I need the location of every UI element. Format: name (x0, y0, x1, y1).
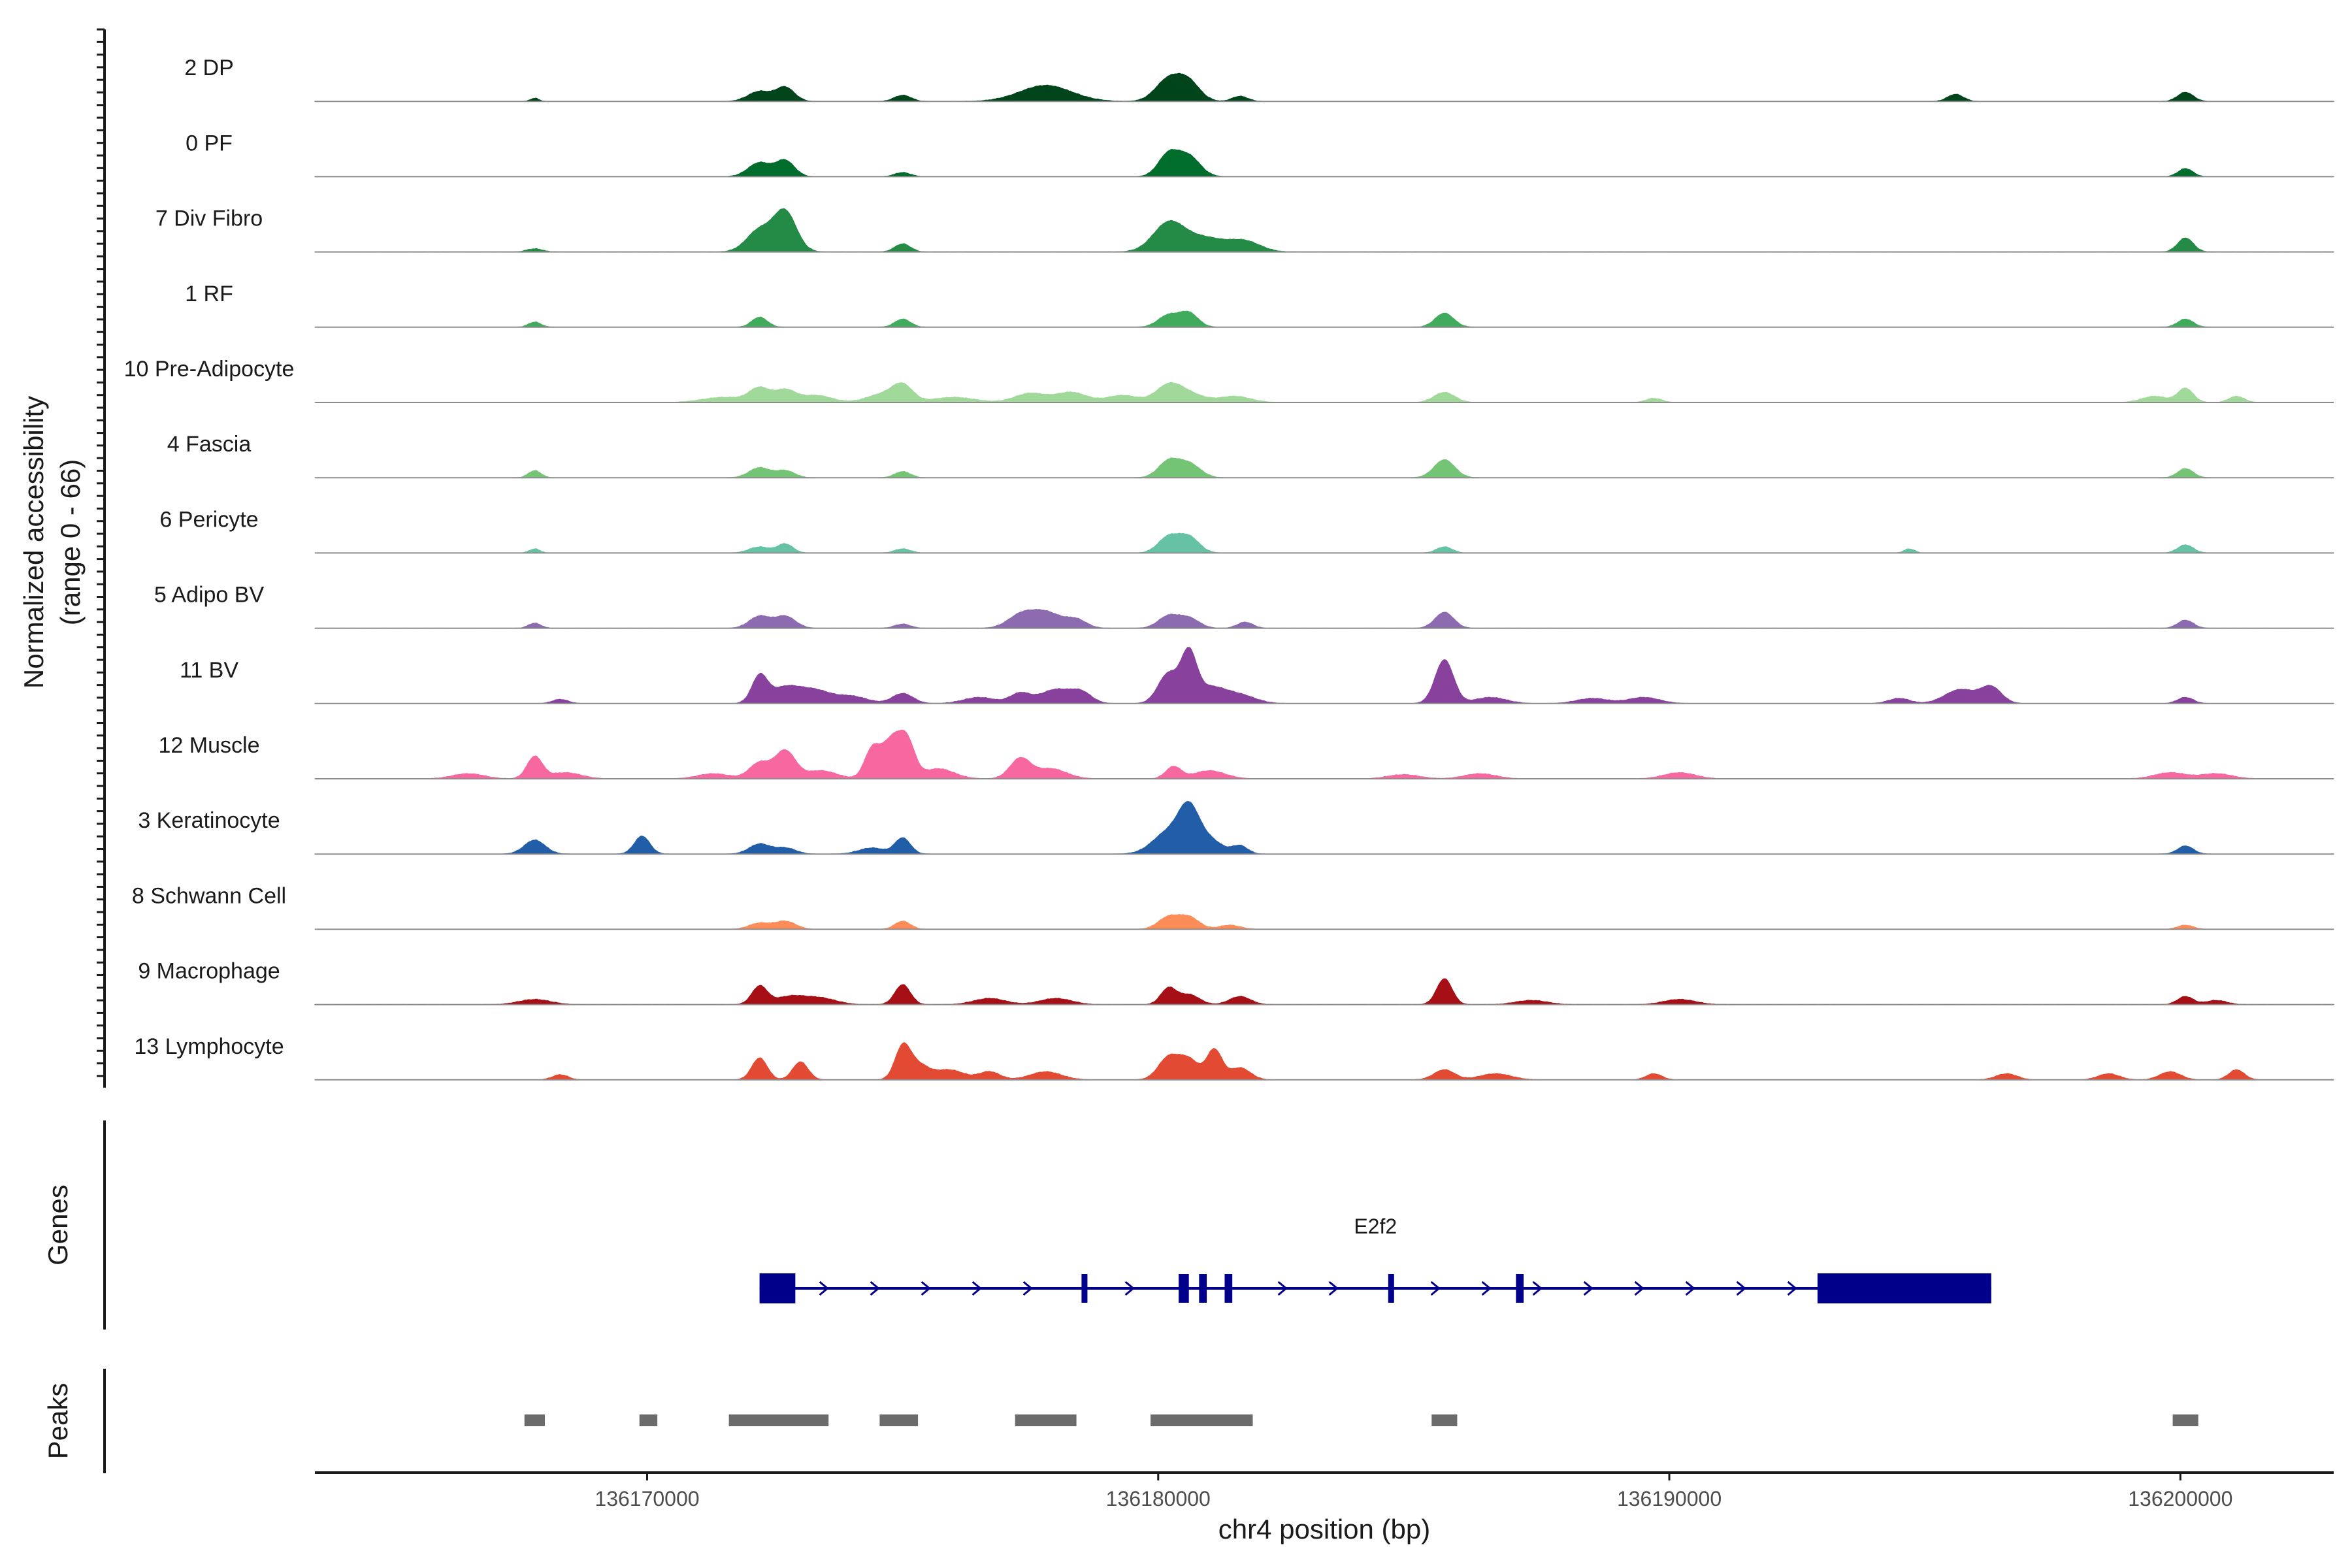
track-5-adipo-bv: 5 Adipo BV (154, 583, 2334, 629)
strand-arrow (1787, 1281, 1797, 1296)
track-11-bv: 11 BV (180, 647, 2334, 704)
track-label: 7 Div Fibro (155, 206, 263, 231)
coverage-area (314, 208, 2334, 253)
peaks-panel-label: Peaks (42, 1383, 73, 1460)
x-tick-label: 136200000 (2128, 1487, 2232, 1511)
strand-arrow (1481, 1281, 1492, 1296)
gene-exon (759, 1273, 796, 1303)
track-3-keratinocyte: 3 Keratinocyte (138, 800, 2334, 855)
x-tick-label: 136190000 (1617, 1487, 1722, 1511)
track-6-pericyte: 6 Pericyte (159, 507, 2334, 554)
strand-arrow (1685, 1281, 1695, 1296)
coverage-area (314, 382, 2334, 403)
track-label: 13 Lymphocyte (134, 1034, 284, 1059)
x-axis: 136170000 136180000 136190000 136200000 (315, 1471, 2334, 1511)
x-axis-title: chr4 position (bp) (1218, 1514, 1431, 1544)
coverage-area (314, 978, 2334, 1005)
track-4-fascia: 4 Fascia (167, 432, 2334, 479)
gene-exon (1179, 1274, 1189, 1303)
strand-arrow (972, 1281, 982, 1296)
coverage-area (314, 729, 2334, 779)
peak-region (1151, 1414, 1253, 1426)
peak-region (1431, 1414, 1458, 1426)
coverage-area (314, 310, 2334, 328)
gene-exon (1081, 1274, 1088, 1303)
genes-panel-label: Genes (42, 1184, 73, 1266)
accessibility-y-axis (97, 28, 106, 1088)
track-label: 2 DP (184, 56, 234, 80)
peak-region (1015, 1414, 1077, 1426)
track-label: 11 BV (180, 658, 238, 683)
peak-region (728, 1414, 829, 1426)
track-label: 10 Pre-Adipocyte (124, 357, 295, 382)
track-label: 9 Macrophage (138, 959, 280, 984)
gene-exon (1388, 1274, 1394, 1303)
track-label: 6 Pericyte (159, 507, 258, 532)
peak-region (524, 1414, 546, 1426)
strand-arrow (1124, 1281, 1135, 1296)
track-0-pf: 0 PF (186, 131, 2334, 178)
track-label: 12 Muscle (159, 733, 260, 758)
strand-arrow (1532, 1281, 1543, 1296)
gene-exon (1516, 1274, 1524, 1303)
gene-exon (1224, 1274, 1233, 1303)
strand-arrow (1736, 1281, 1746, 1296)
track-label: 1 RF (185, 282, 233, 306)
peak-region (879, 1414, 919, 1426)
coverage-area (314, 647, 2334, 704)
gene-name-label: E2f2 (1354, 1215, 1397, 1238)
coverage-area (314, 148, 2334, 177)
strand-arrow (1634, 1281, 1644, 1296)
coverage-area (314, 532, 2334, 553)
track-label: 4 Fascia (167, 432, 252, 457)
coverage-area (314, 1042, 2334, 1081)
track-label: 5 Adipo BV (154, 583, 265, 608)
gene-exon (1817, 1273, 1991, 1303)
x-tick-label: 136180000 (1106, 1487, 1211, 1511)
gene-track: E2f2 (759, 1215, 1991, 1303)
track-9-macrophage: 9 Macrophage (138, 959, 2334, 1005)
x-tick-label: 136170000 (595, 1487, 699, 1511)
strand-arrow (1583, 1281, 1593, 1296)
track-8-schwann-cell: 8 Schwann Cell (132, 883, 2334, 930)
peak-regions-track (524, 1414, 2198, 1426)
track-13-lymphocyte: 13 Lymphocyte (134, 1034, 2334, 1081)
strand-arrow (819, 1281, 829, 1296)
track-12-muscle: 12 Muscle (159, 729, 2334, 779)
coverage-area (314, 457, 2334, 478)
track-10-pre-adipocyte: 10 Pre-Adipocyte (124, 357, 2334, 403)
track-7-div-fibro: 7 Div Fibro (155, 206, 2334, 253)
coverage-area (314, 914, 2334, 930)
track-label: 0 PF (186, 131, 233, 155)
coverage-area (314, 800, 2334, 855)
track-1-rf: 1 RF (185, 282, 2334, 328)
y-axis-range-label: (range 0 - 66) (55, 459, 86, 625)
track-2-dp: 2 DP (184, 56, 2334, 103)
coverage-area (314, 73, 2334, 102)
strand-arrow (1277, 1281, 1288, 1296)
coverage-area (314, 608, 2334, 629)
peak-region (2172, 1414, 2198, 1426)
strand-arrow (921, 1281, 931, 1296)
y-axis-title: Normalized accessibility (18, 396, 49, 689)
strand-arrow (1022, 1281, 1033, 1296)
gene-exon (1199, 1274, 1207, 1303)
strand-arrow (870, 1281, 880, 1296)
strand-arrow (1328, 1281, 1339, 1296)
strand-arrow (1430, 1281, 1441, 1296)
peak-region (639, 1414, 658, 1426)
coverage-tracks: 2 DP 0 PF 7 Div Fibro 1 RF 10 Pre-Adipocyte 4… (124, 56, 2334, 1081)
track-label: 8 Schwann Cell (132, 883, 286, 908)
track-label: 3 Keratinocyte (138, 808, 280, 833)
